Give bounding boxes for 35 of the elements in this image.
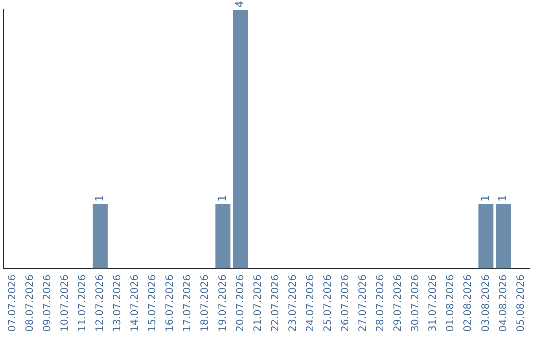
x-tick-label: 26.07.2026 xyxy=(340,274,352,332)
x-tick-label: 27.07.2026 xyxy=(358,274,370,332)
x-tick-label: 05.08.2026 xyxy=(516,274,527,332)
x-tick-label: 19.07.2026 xyxy=(218,274,229,332)
data-label: 1 xyxy=(216,195,230,202)
data-label: 4 xyxy=(234,1,247,8)
x-tick-label: 20.07.2026 xyxy=(235,274,246,332)
x-tick-label: 28.07.2026 xyxy=(376,274,387,332)
x-tick-label: 30.07.2026 xyxy=(410,274,422,332)
x-tick-label: 17.07.2026 xyxy=(182,274,194,332)
x-tick-label: 15.07.2026 xyxy=(148,274,159,332)
data-label: 1 xyxy=(496,195,510,202)
x-tick-label: 08.07.2026 xyxy=(24,274,36,332)
x-tick-label: 02.08.2026 xyxy=(463,274,474,332)
x-tick-label: 07.07.2026 xyxy=(7,274,18,332)
x-tick-label: 03.08.2026 xyxy=(480,274,492,332)
x-tick-label: 14.07.2026 xyxy=(130,274,142,332)
x-tick-label: 04.08.2026 xyxy=(498,274,510,332)
x-tick-label: 10.07.2026 xyxy=(60,274,71,332)
x-tick-label: 18.07.2026 xyxy=(200,274,212,332)
x-tick-label: 25.07.2026 xyxy=(322,274,334,332)
x-tick-label: 31.07.2026 xyxy=(428,274,440,332)
data-label: 1 xyxy=(479,195,492,202)
x-tick-label: 16.07.2026 xyxy=(165,274,176,332)
x-tick-label: 12.07.2026 xyxy=(95,274,106,332)
x-tick-label: 09.07.2026 xyxy=(42,274,54,332)
x-tick-label: 13.07.2026 xyxy=(112,274,124,332)
x-tick-label: 24.07.2026 xyxy=(305,274,316,332)
x-tick-label: 01.08.2026 xyxy=(446,274,457,332)
data-label: 1 xyxy=(93,195,106,202)
x-tick-label: 21.07.2026 xyxy=(252,274,264,332)
x-tick-label: 22.07.2026 xyxy=(270,274,282,332)
x-tick-label: 29.07.2026 xyxy=(393,274,404,332)
x-tick-label: 11.07.2026 xyxy=(77,274,88,332)
x-tick-label: 23.07.2026 xyxy=(288,274,299,332)
